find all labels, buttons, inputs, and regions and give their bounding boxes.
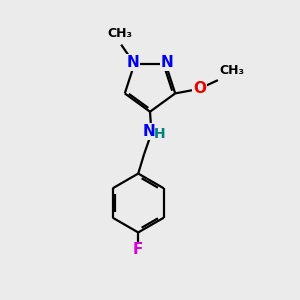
Text: N: N	[143, 124, 155, 139]
Text: N: N	[127, 55, 139, 70]
Text: N: N	[161, 55, 173, 70]
Text: H: H	[154, 127, 166, 140]
Text: O: O	[193, 81, 206, 96]
Text: CH₃: CH₃	[107, 27, 132, 40]
Text: CH₃: CH₃	[219, 64, 244, 76]
Text: F: F	[133, 242, 143, 257]
